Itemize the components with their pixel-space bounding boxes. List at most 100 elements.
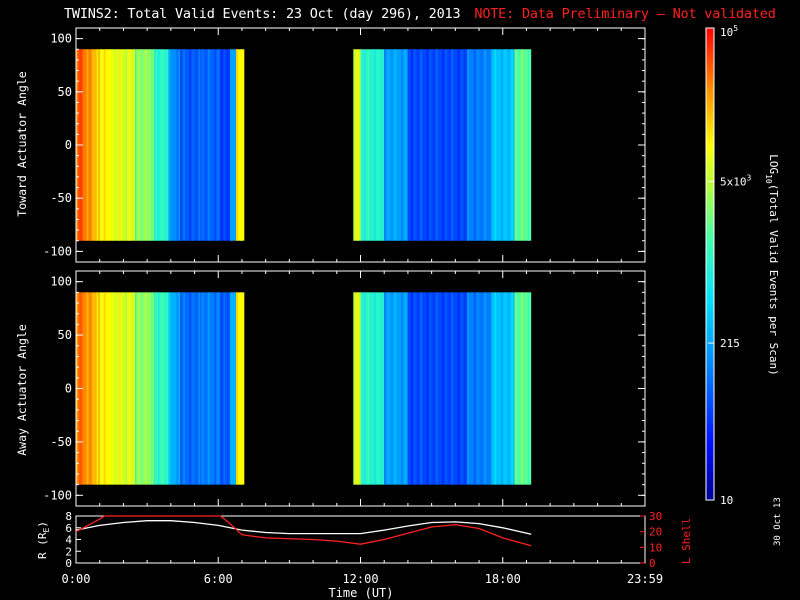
spectrogram-stripe	[448, 292, 451, 485]
spectrogram-stripe	[507, 49, 510, 241]
spectrogram-stripe	[236, 49, 239, 241]
spectrogram-stripe	[186, 49, 188, 241]
spectrogram-stripe	[141, 292, 144, 485]
spectrogram-stripe	[401, 292, 403, 485]
spectrogram-stripe	[154, 49, 157, 241]
radius-line	[75, 520, 532, 535]
spectrogram-stripe	[211, 292, 213, 485]
spectrogram-stripe	[114, 49, 117, 241]
spectrogram-column	[99, 292, 112, 485]
spectrogram-stripe	[411, 49, 413, 241]
y-tick-label: -100	[43, 488, 72, 502]
left-y-tick-label: 6	[65, 522, 72, 535]
colorbar: 10 215 5x103 105 LOG10(Total Valid Events p…	[705, 24, 780, 507]
spectrogram-stripe	[83, 292, 85, 485]
right-y-tick-label: 30	[649, 510, 662, 523]
y-tick-label: -50	[50, 435, 72, 449]
spectrogram-stripe	[161, 49, 164, 241]
toward-angle-spectrogram: 100 50 0 -50 -100	[43, 27, 646, 263]
spectrogram-stripe	[93, 49, 95, 241]
spectrogram-stripe	[420, 292, 422, 485]
spectrogram-stripe	[511, 49, 513, 241]
y-tick-label: 100	[50, 32, 72, 46]
spectrogram-stripe	[407, 292, 410, 485]
spectrogram-stripe	[494, 49, 496, 241]
away-angle-spectrogram: 100 50 0 -50 -100	[43, 270, 646, 507]
spectrogram-stripe	[230, 292, 234, 485]
spectrogram-stripe	[214, 49, 216, 241]
colorbar-label: LOG10(Total Valid Events per Scan)	[764, 154, 780, 376]
spectrogram-stripe	[426, 49, 429, 241]
spectrogram-stripe	[217, 292, 220, 485]
spectrogram-stripe	[183, 49, 185, 241]
spectrogram-stripe	[467, 49, 469, 241]
x-tick-label: 23:59	[627, 572, 663, 586]
spectrogram-stripe	[517, 49, 520, 241]
spectrogram-stripe	[377, 292, 380, 485]
spectrogram-stripe	[353, 49, 356, 241]
spectrogram-stripe	[176, 292, 179, 485]
spectrogram-stripe	[423, 49, 426, 241]
spectrogram-stripe	[198, 292, 201, 485]
spectrogram-stripe	[201, 292, 204, 485]
spectrogram-stripe	[524, 292, 527, 485]
spectrogram-stripe	[514, 49, 517, 241]
x-tick-label: 12:00	[342, 572, 378, 586]
spectrogram-stripe	[363, 49, 366, 241]
chart-title-text: TWINS2: Total Valid Events: 23 Oct (day …	[64, 6, 461, 22]
y-tick-label: -100	[43, 244, 72, 258]
spectrogram-stripe	[457, 49, 460, 241]
spectrogram-stripe	[138, 49, 141, 241]
spectrogram-stripe	[226, 292, 229, 485]
spectrogram-stripe	[86, 292, 89, 485]
spectrogram-stripe	[420, 49, 422, 241]
spectrogram-stripe	[96, 49, 99, 241]
spectrogram-stripe	[157, 292, 160, 485]
spectrogram-stripe	[504, 49, 507, 241]
spectrogram-stripe	[380, 49, 383, 241]
spectrogram-stripe	[380, 292, 383, 485]
spectrogram-stripe	[404, 49, 407, 241]
radius-axis-label: R (RE)	[36, 521, 51, 559]
colorbar-ticks: 10 215 5x103 105	[708, 24, 752, 507]
spectrogram-stripe	[114, 292, 117, 485]
spectrogram-stripe	[135, 49, 137, 241]
spectrogram-stripe	[527, 49, 530, 241]
spectrogram-stripe	[411, 292, 413, 485]
spectrogram-stripe	[353, 292, 356, 485]
spectrogram-stripe	[521, 49, 523, 241]
y-tick-label: 50	[58, 85, 72, 99]
spectrogram-stripe	[111, 49, 114, 241]
spectrogram-stripe	[144, 49, 147, 241]
spectrogram-stripe	[374, 292, 376, 485]
spectrogram-stripe	[204, 292, 207, 485]
spectrogram-stripe	[384, 292, 386, 485]
spectrogram-stripe	[207, 49, 210, 241]
spectrogram-stripe	[439, 49, 441, 241]
colorbar-tick-label: 5x103	[720, 173, 752, 188]
spectrogram-stripe	[176, 49, 179, 241]
spectrogram-stripe	[131, 292, 134, 485]
spectrogram-stripe	[473, 49, 476, 241]
spectrogram-stripe	[99, 292, 102, 485]
spectrogram-stripe	[201, 49, 204, 241]
spectrogram-stripe	[240, 49, 243, 241]
spectrogram-stripe	[360, 292, 363, 485]
spectrogram-stripe	[164, 292, 167, 485]
spectrogram-stripe	[363, 292, 366, 485]
spectrogram-stripe	[467, 292, 469, 485]
spectrogram-stripe	[236, 292, 239, 485]
spectrogram-stripe	[429, 292, 432, 485]
spectrogram-stripe	[195, 292, 198, 485]
spectrogram-stripe	[414, 292, 416, 485]
spectrogram-stripe	[401, 49, 403, 241]
spectrogram-stripe	[157, 49, 160, 241]
colorbar-tick-label: 10	[720, 494, 733, 507]
spectrogram-stripe	[207, 292, 210, 485]
spectrogram-stripe	[490, 49, 493, 241]
spectrogram-stripe	[374, 49, 376, 241]
spectrogram-stripe	[360, 49, 363, 241]
lshell-axis-label: L Shell	[680, 518, 693, 564]
spectrogram-stripe	[442, 292, 444, 485]
